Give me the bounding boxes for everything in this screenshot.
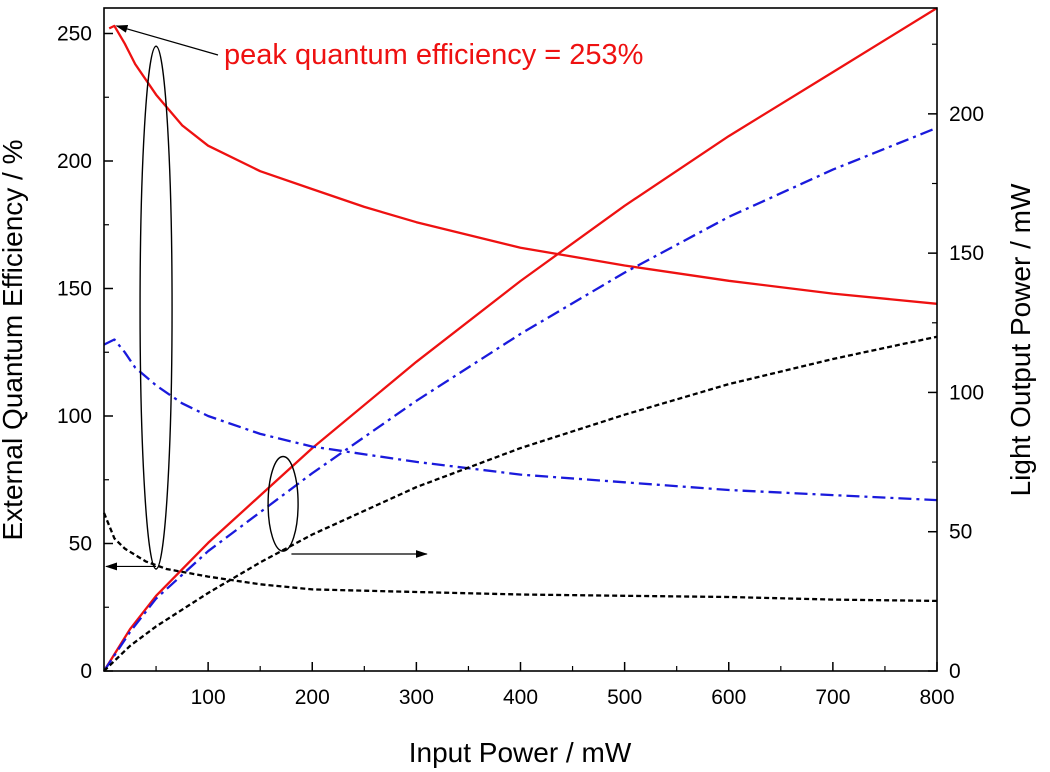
y-left-tick-label: 250 (57, 23, 92, 46)
x-tick-label: 800 (919, 686, 954, 709)
right-axis-group-ellipse (267, 455, 299, 552)
y-axis-right-title: Light Output Power / mW (1005, 183, 1036, 496)
series-line-2 (103, 7, 938, 672)
x-tick-label: 500 (607, 686, 642, 709)
y-left-tick-label: 50 (69, 533, 92, 556)
peak-efficiency-annotation: peak quantum efficiency = 253% (224, 39, 643, 71)
x-tick-label: 300 (399, 686, 434, 709)
y-left-tick-label: 100 (57, 405, 92, 428)
series-line-1 (108, 24, 938, 305)
left-axis-group-ellipse (139, 45, 173, 570)
series-line-4 (103, 126, 938, 672)
series-line-3 (103, 338, 938, 502)
x-tick-label: 400 (503, 686, 538, 709)
y-left-tick-label: 150 (57, 278, 92, 301)
y-right-tick-label: 50 (949, 521, 972, 544)
y-right-tick-label: 200 (949, 103, 984, 126)
annotation-layer (105, 25, 428, 571)
y-right-tick-label: 100 (949, 381, 984, 404)
x-axis-title: Input Power / mW (409, 737, 632, 768)
series-layer (102, 7, 938, 672)
x-tick-label: 100 (191, 686, 226, 709)
tick-layer: 100 200 300 400 500 600 700 800 0 50 100 150 200 250 0… (57, 23, 984, 710)
series-line-5 (102, 512, 938, 603)
x-tick-label: 600 (711, 686, 746, 709)
x-tick-label: 200 (295, 686, 330, 709)
series-line-6 (103, 335, 938, 672)
y-right-tick-label: 0 (949, 660, 961, 683)
x-tick-label: 700 (815, 686, 850, 709)
peak-efficiency-arrow (115, 25, 219, 56)
y-axis-left-title: External Quantum Efficiency / % (0, 140, 28, 541)
y-left-tick-label: 200 (57, 150, 92, 173)
y-left-tick-label: 0 (80, 660, 92, 683)
y-right-tick-label: 150 (949, 242, 984, 265)
